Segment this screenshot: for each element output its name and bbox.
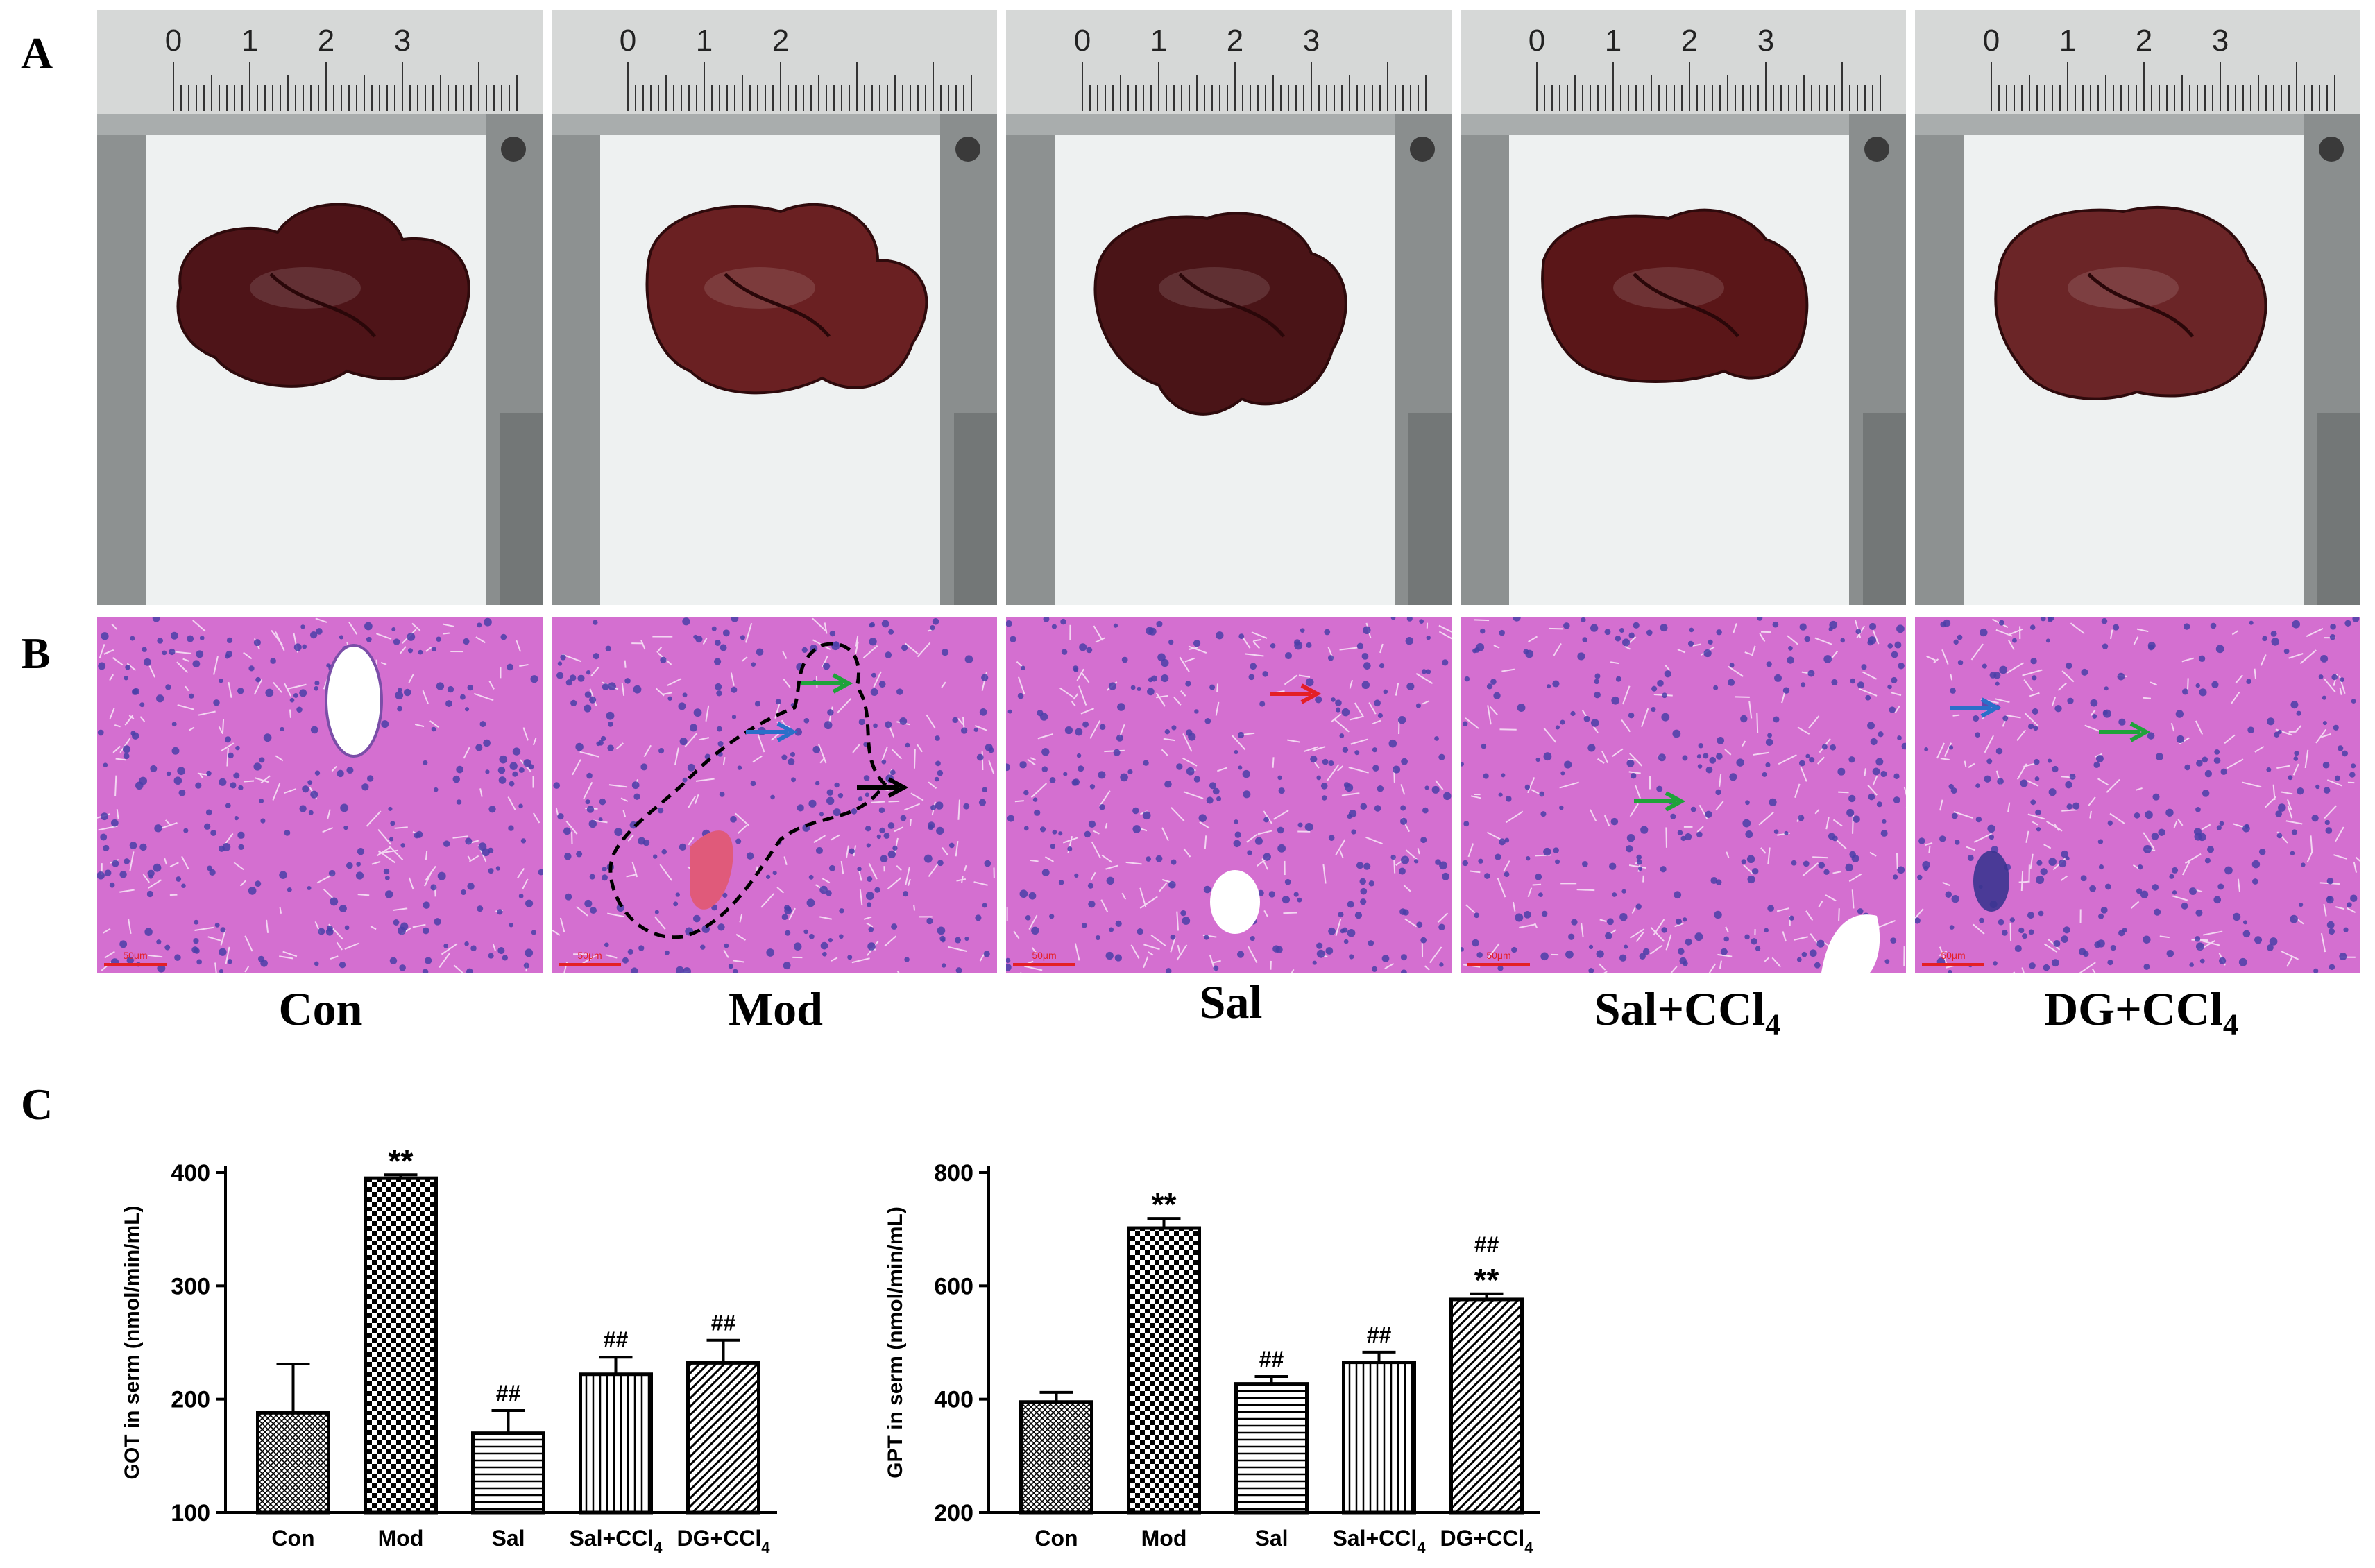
liver-photo: 0 1 2 xyxy=(552,10,997,605)
group-label-sal: Sal xyxy=(1023,975,1439,1036)
bar xyxy=(1236,1384,1307,1512)
y-tick-label: 100 xyxy=(171,1500,210,1526)
group-label-mod: Mod xyxy=(568,982,984,1043)
y-tick-label: 600 xyxy=(934,1273,973,1299)
y-tick-label: 300 xyxy=(171,1273,210,1299)
scale-bar-label: 50μm xyxy=(577,950,602,961)
ruler-number: 2 xyxy=(1681,24,1698,58)
y-axis-label: GPT in serm (nmol/min/mL) xyxy=(884,1207,907,1478)
x-tick-label: DG+CCl4 xyxy=(1440,1526,1533,1556)
histology-image: 50μm xyxy=(1915,617,2360,973)
ruler-number: 0 xyxy=(620,24,636,58)
ruler-number: 2 xyxy=(1227,24,1243,58)
x-tick-label: Sal+CCl4 xyxy=(569,1526,663,1556)
histology-image: 50μm xyxy=(1006,617,1452,973)
bar xyxy=(688,1363,759,1512)
panel-label-c: C xyxy=(21,1079,53,1130)
got-bar-chart: 100 200 300 400 GOT in serm (nmol/min/mL) Con… xyxy=(90,1124,784,1568)
histology-image: 50μm xyxy=(552,617,997,973)
significance-mark: ## xyxy=(496,1381,521,1406)
x-tick-label: Con xyxy=(271,1526,314,1551)
ruler-number: 1 xyxy=(2059,24,2076,58)
ruler-number: 2 xyxy=(318,24,334,58)
x-tick-label: Mod xyxy=(1141,1526,1187,1551)
ruler-number: 0 xyxy=(1983,24,2000,58)
y-axis-label: GOT in serm (nmol/min/mL) xyxy=(121,1205,144,1479)
significance-mark: ## xyxy=(711,1311,736,1336)
panel-label-a: A xyxy=(21,28,53,79)
ruler-number: 3 xyxy=(2212,24,2229,58)
significance-mark: ** xyxy=(389,1143,414,1179)
liver-photo: 0 1 2 3 xyxy=(1006,10,1452,605)
x-tick-label: DG+CCl4 xyxy=(676,1526,770,1556)
bar xyxy=(258,1413,329,1512)
ruler-number: 1 xyxy=(241,24,258,58)
ruler-number: 1 xyxy=(1150,24,1167,58)
group-label-dg-ccl4: DG+CCl4 xyxy=(1933,982,2349,1043)
scale-bar-label: 50μm xyxy=(1486,950,1510,961)
significance-mark: ** xyxy=(1474,1262,1499,1298)
significance-mark: ** xyxy=(1152,1186,1177,1222)
group-label-con: Con xyxy=(112,982,529,1043)
x-tick-label: Sal xyxy=(491,1526,525,1551)
y-tick-label: 400 xyxy=(934,1387,973,1413)
ruler-number: 2 xyxy=(2136,24,2152,58)
bar xyxy=(1129,1228,1200,1512)
significance-mark: ## xyxy=(604,1327,629,1352)
liver-photo: 0 1 2 3 xyxy=(97,10,543,605)
liver-photo: 0 1 2 3 xyxy=(1915,10,2360,605)
bar xyxy=(473,1433,544,1512)
ruler-number: 0 xyxy=(1529,24,1545,58)
ruler-number: 3 xyxy=(1757,24,1774,58)
significance-mark: ## xyxy=(1367,1322,1392,1347)
y-tick-label: 800 xyxy=(934,1160,973,1186)
x-tick-label: Mod xyxy=(378,1526,424,1551)
x-tick-label: Con xyxy=(1035,1526,1078,1551)
y-tick-label: 400 xyxy=(171,1160,210,1186)
ruler-number: 0 xyxy=(165,24,182,58)
ruler-number: 1 xyxy=(1605,24,1621,58)
scale-bar-label: 50μm xyxy=(1032,950,1056,961)
significance-mark: ## xyxy=(1259,1347,1284,1372)
bar xyxy=(581,1374,652,1512)
histology-image: 50μm xyxy=(97,617,543,973)
bar xyxy=(1021,1402,1092,1512)
ruler-number: 3 xyxy=(394,24,411,58)
liver-photo: 0 1 2 3 xyxy=(1461,10,1906,605)
group-label-sal-ccl4: Sal+CCl4 xyxy=(1479,982,1896,1043)
histology-image: 50μm xyxy=(1461,617,1906,973)
ruler-number: 2 xyxy=(772,24,789,58)
bar xyxy=(366,1178,436,1512)
scale-bar-label: 50μm xyxy=(1941,950,1965,961)
ruler-number: 3 xyxy=(1303,24,1320,58)
x-tick-label: Sal xyxy=(1254,1526,1288,1551)
bar xyxy=(1344,1363,1415,1512)
panel-label-b: B xyxy=(21,628,51,679)
ruler-number: 0 xyxy=(1074,24,1091,58)
bar xyxy=(1452,1299,1522,1512)
significance-mark: ## xyxy=(1474,1232,1499,1257)
y-tick-label: 200 xyxy=(171,1387,210,1413)
x-tick-label: Sal+CCl4 xyxy=(1332,1526,1426,1556)
y-tick-label: 200 xyxy=(934,1500,973,1526)
ruler-number: 1 xyxy=(696,24,713,58)
scale-bar-label: 50μm xyxy=(123,950,147,961)
gpt-bar-chart: 200 400 600 800 GPT in serm (nmol/min/mL) Con… xyxy=(853,1124,1547,1568)
